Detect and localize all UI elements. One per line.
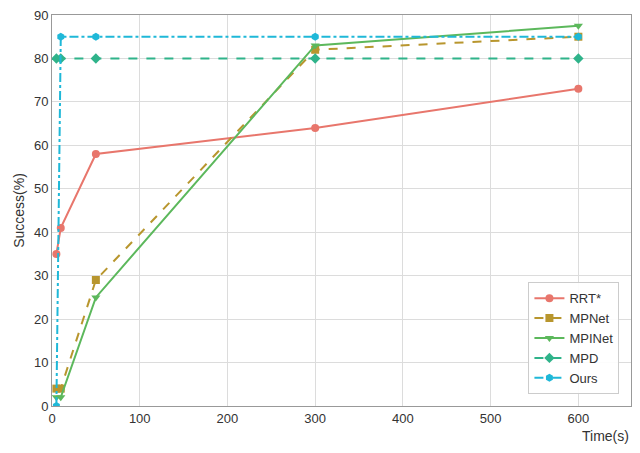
svg-text:20: 20	[34, 312, 48, 327]
svg-text:100: 100	[129, 411, 151, 426]
svg-text:RRT*: RRT*	[569, 291, 601, 306]
svg-text:Ours: Ours	[569, 371, 598, 386]
svg-text:10: 10	[34, 355, 48, 370]
svg-text:30: 30	[34, 268, 48, 283]
svg-text:90: 90	[34, 8, 48, 23]
svg-text:80: 80	[34, 51, 48, 66]
svg-text:MPINet: MPINet	[569, 331, 613, 346]
svg-text:60: 60	[34, 138, 48, 153]
svg-text:40: 40	[34, 225, 48, 240]
svg-text:Time(s): Time(s)	[582, 428, 629, 444]
svg-text:50: 50	[34, 181, 48, 196]
svg-text:0: 0	[41, 399, 48, 414]
svg-text:0: 0	[48, 411, 55, 426]
svg-text:Success(%): Success(%)	[11, 173, 27, 248]
svg-text:500: 500	[480, 411, 502, 426]
svg-text:70: 70	[34, 94, 48, 109]
svg-text:200: 200	[217, 411, 239, 426]
svg-text:400: 400	[392, 411, 414, 426]
svg-text:300: 300	[304, 411, 326, 426]
svg-text:MPNet: MPNet	[569, 311, 609, 326]
svg-text:MPD: MPD	[569, 351, 598, 366]
svg-text:600: 600	[568, 411, 590, 426]
